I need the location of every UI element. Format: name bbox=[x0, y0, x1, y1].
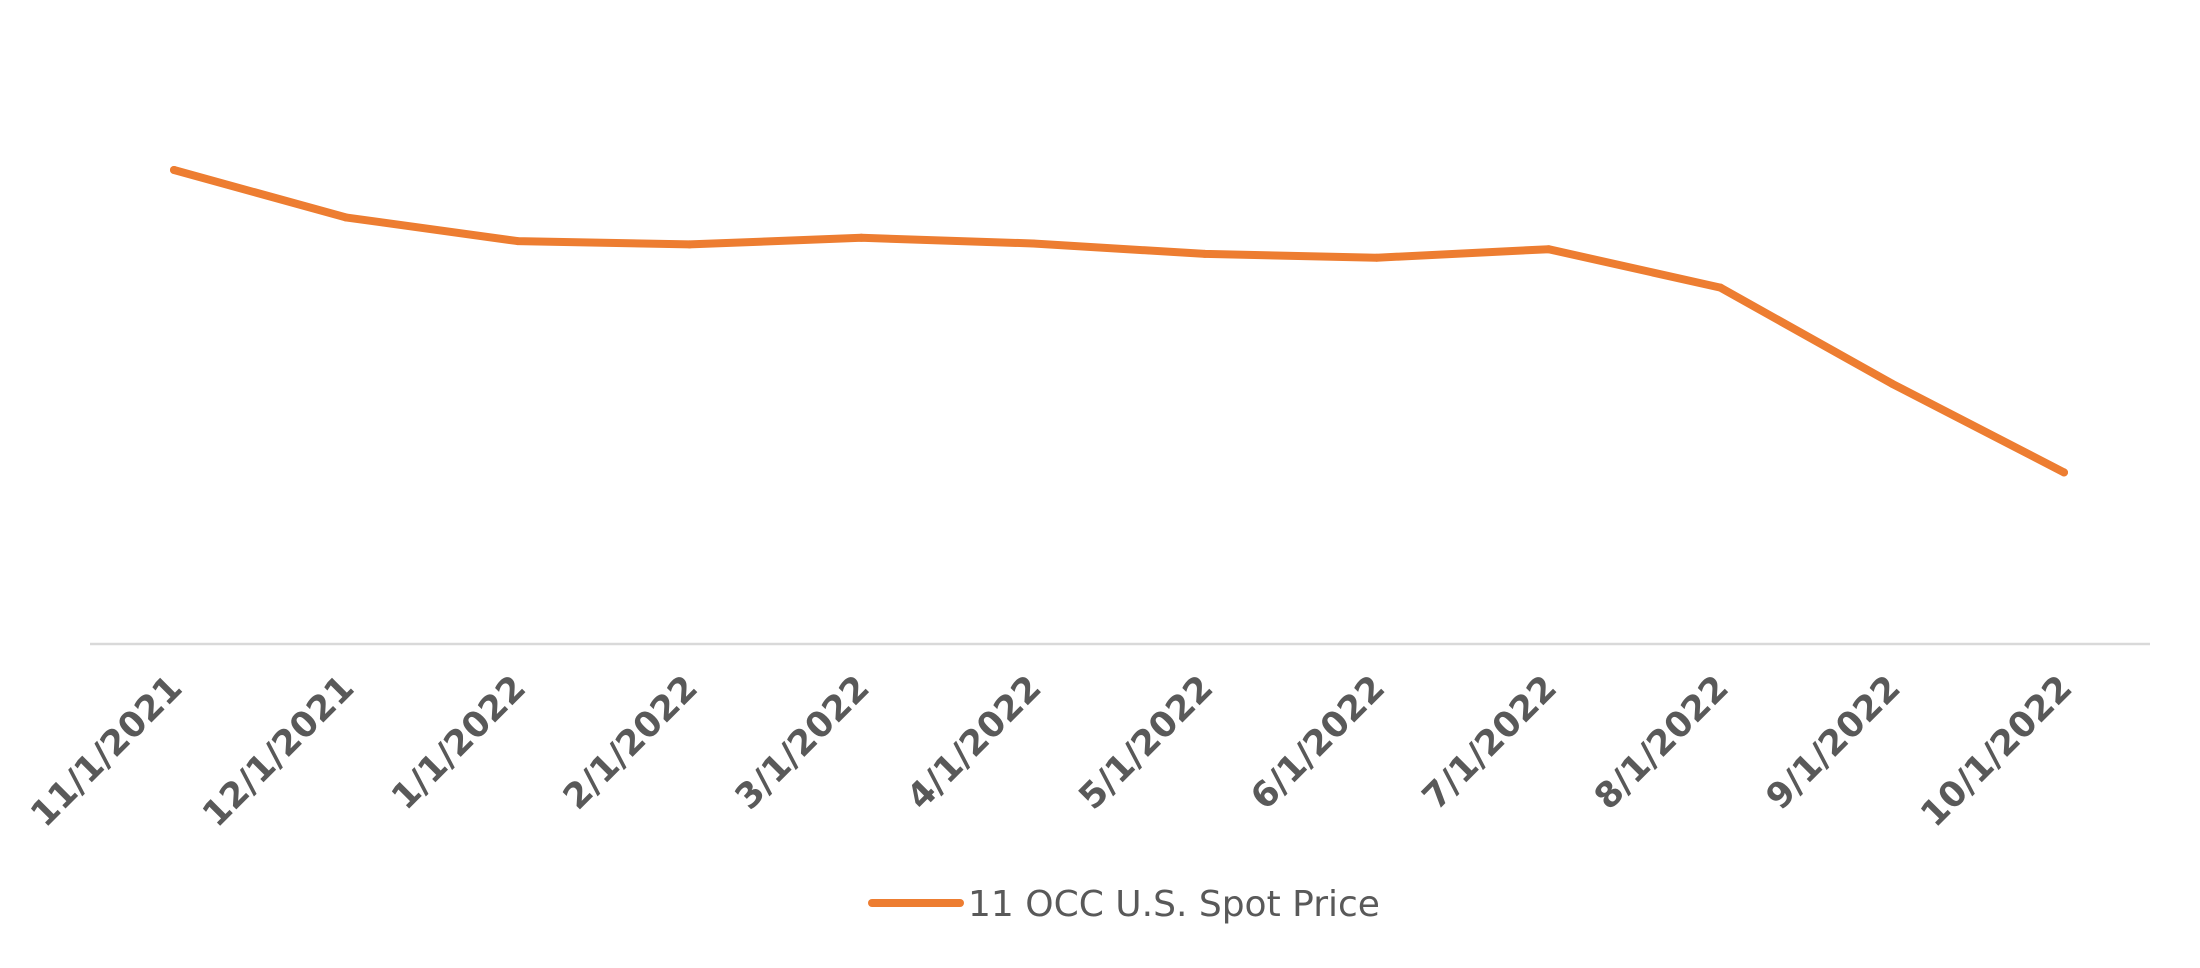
x-tick-label: 2/1/2022 bbox=[556, 668, 706, 818]
data-point bbox=[1716, 283, 1725, 292]
x-tick-label: 3/1/2022 bbox=[728, 668, 878, 818]
series-layer bbox=[170, 166, 2068, 477]
x-tick-label: 10/1/2022 bbox=[1913, 668, 2080, 835]
x-tick-label: 8/1/2022 bbox=[1587, 668, 1737, 818]
data-point bbox=[1544, 245, 1553, 254]
x-tick-labels: 11/1/2021 12/1/2021 1/1/2022 2/1/2022 3/1/20… bbox=[23, 668, 2080, 835]
data-point bbox=[1029, 239, 1038, 248]
x-tick-label: 12/1/2021 bbox=[195, 668, 362, 835]
data-point bbox=[1200, 249, 1209, 258]
x-tick-label: 7/1/2022 bbox=[1415, 668, 1565, 818]
data-point bbox=[1372, 253, 1381, 262]
series-line-0 bbox=[170, 166, 2068, 477]
data-point bbox=[341, 213, 350, 222]
x-tick-label: 11/1/2021 bbox=[23, 668, 190, 835]
legend-label: 11 OCC U.S. Spot Price bbox=[968, 884, 1380, 925]
legend: 11 OCC U.S. Spot Price bbox=[868, 884, 1380, 925]
x-tick-label: 5/1/2022 bbox=[1072, 668, 1222, 818]
x-tick-label: 4/1/2022 bbox=[900, 668, 1050, 818]
data-point bbox=[170, 166, 178, 174]
x-tick-label: 9/1/2022 bbox=[1759, 668, 1909, 818]
data-point bbox=[857, 233, 866, 242]
x-tick-label: 6/1/2022 bbox=[1243, 668, 1393, 818]
data-point bbox=[1888, 379, 1897, 388]
data-point bbox=[2060, 468, 2068, 477]
x-tick-label: 1/1/2022 bbox=[384, 668, 534, 818]
data-point bbox=[685, 240, 694, 249]
data-point bbox=[513, 237, 522, 246]
